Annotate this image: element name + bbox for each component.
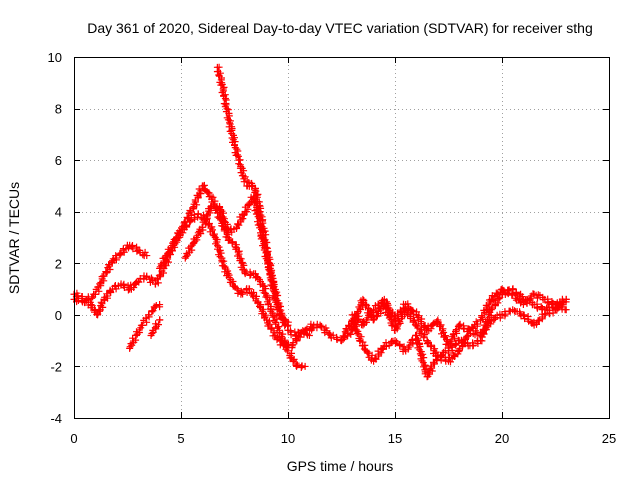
data-point-interp xyxy=(476,307,495,345)
data-point-interp xyxy=(156,250,172,271)
data-point-interp xyxy=(499,286,516,299)
data-point xyxy=(301,362,309,370)
data-point-interp xyxy=(128,242,141,255)
series-arc-3 xyxy=(126,301,164,352)
data-point-interp xyxy=(119,280,132,294)
data-point-interp xyxy=(182,240,197,260)
data-point-interp xyxy=(414,312,430,334)
data-point-interp xyxy=(242,268,255,279)
series-arc-1 xyxy=(70,210,313,352)
data-point-interp xyxy=(392,300,409,323)
y-tick-label: 4 xyxy=(55,205,62,220)
series-arc-2 xyxy=(70,241,151,304)
x-tick-labels: 0 5 10 15 20 25 xyxy=(70,431,616,446)
series-arc-5 xyxy=(156,181,309,371)
data-point xyxy=(156,316,164,324)
data-point-interp xyxy=(256,208,271,251)
x-tick-label: 15 xyxy=(388,431,402,446)
data-point-interp xyxy=(501,307,514,320)
data-point-interp xyxy=(456,320,473,333)
x-tick-label: 10 xyxy=(281,431,295,446)
series-arc-4 xyxy=(147,316,164,339)
x-tick-label: 25 xyxy=(602,431,616,446)
data-point-interp xyxy=(413,322,431,345)
data-point-interp xyxy=(190,182,207,209)
data-point-interp xyxy=(190,225,207,245)
y-tick-label: 0 xyxy=(55,308,62,323)
plot-frame xyxy=(74,57,610,419)
data-point-interp xyxy=(360,341,376,364)
data-point-interp xyxy=(152,302,164,311)
grid-lines xyxy=(74,57,609,418)
data-point xyxy=(455,321,463,329)
data-point-interp xyxy=(251,189,265,214)
chart-title: Day 361 of 2020, Sidereal Day-to-day VTE… xyxy=(87,20,593,36)
y-tick-label: -4 xyxy=(50,411,62,426)
data-point-interp xyxy=(225,123,239,146)
y-tick-labels: -4 -2 0 2 4 6 8 10 xyxy=(48,50,62,426)
y-axis-label: SDTVAR / TECUs xyxy=(6,182,22,294)
data-point-interp xyxy=(553,295,568,309)
data-point-interp xyxy=(91,273,108,298)
data-point-interp xyxy=(423,338,442,359)
data-point-interp xyxy=(446,348,462,366)
x-tick-label: 20 xyxy=(495,431,509,446)
data-point-interp xyxy=(101,286,115,302)
series-arc-7 xyxy=(213,63,292,329)
data-point-interp xyxy=(109,250,124,264)
data-point-interp xyxy=(264,317,278,340)
data-point-interp xyxy=(232,245,249,276)
data-point-interp xyxy=(198,205,214,231)
data-point-interp xyxy=(234,210,248,229)
data-point xyxy=(241,270,249,278)
data-point-interp xyxy=(254,299,270,322)
data-point-interp xyxy=(212,235,228,270)
axis-ticks xyxy=(74,57,610,419)
data-point-interp xyxy=(262,244,278,291)
data-point-interp xyxy=(511,307,525,320)
data-point-interp xyxy=(478,296,494,323)
data-point xyxy=(316,321,324,329)
data-point-interp xyxy=(164,236,181,256)
data-point-interp xyxy=(444,322,463,348)
y-tick-label: 10 xyxy=(48,50,62,65)
data-point-interp xyxy=(221,101,234,127)
y-tick-label: -2 xyxy=(50,359,62,374)
data-point xyxy=(562,295,570,303)
data-point-interp xyxy=(267,307,283,332)
data-point-interp xyxy=(371,344,387,363)
data-point-interp xyxy=(488,291,506,313)
data-point-interp xyxy=(317,322,334,338)
data-point-interp xyxy=(360,308,378,328)
data-point-interp xyxy=(151,264,167,287)
data-point-interp xyxy=(276,328,291,353)
y-tick-label: 2 xyxy=(55,256,62,271)
data-point-interp xyxy=(241,193,258,216)
data-point-interp xyxy=(245,285,260,305)
x-tick-label: 0 xyxy=(70,431,77,446)
data-point xyxy=(284,321,292,329)
data-point-interp xyxy=(221,263,237,286)
y-tick-label: 6 xyxy=(55,153,62,168)
data-point xyxy=(156,301,164,309)
data-point-interp xyxy=(382,337,397,350)
series-arc-10 xyxy=(348,285,570,350)
data-point-interp xyxy=(424,352,441,378)
data-point-interp xyxy=(72,289,90,304)
data-point-interp xyxy=(469,337,482,350)
x-axis-label: GPS time / hours xyxy=(287,458,394,474)
data-point-interp xyxy=(308,320,321,334)
data-point-interp xyxy=(216,203,233,234)
data-points xyxy=(70,63,570,381)
x-tick-label: 5 xyxy=(177,431,184,446)
y-tick-label: 8 xyxy=(55,102,62,117)
data-point-interp xyxy=(273,333,287,349)
data-point xyxy=(143,252,151,260)
data-point xyxy=(562,306,570,314)
